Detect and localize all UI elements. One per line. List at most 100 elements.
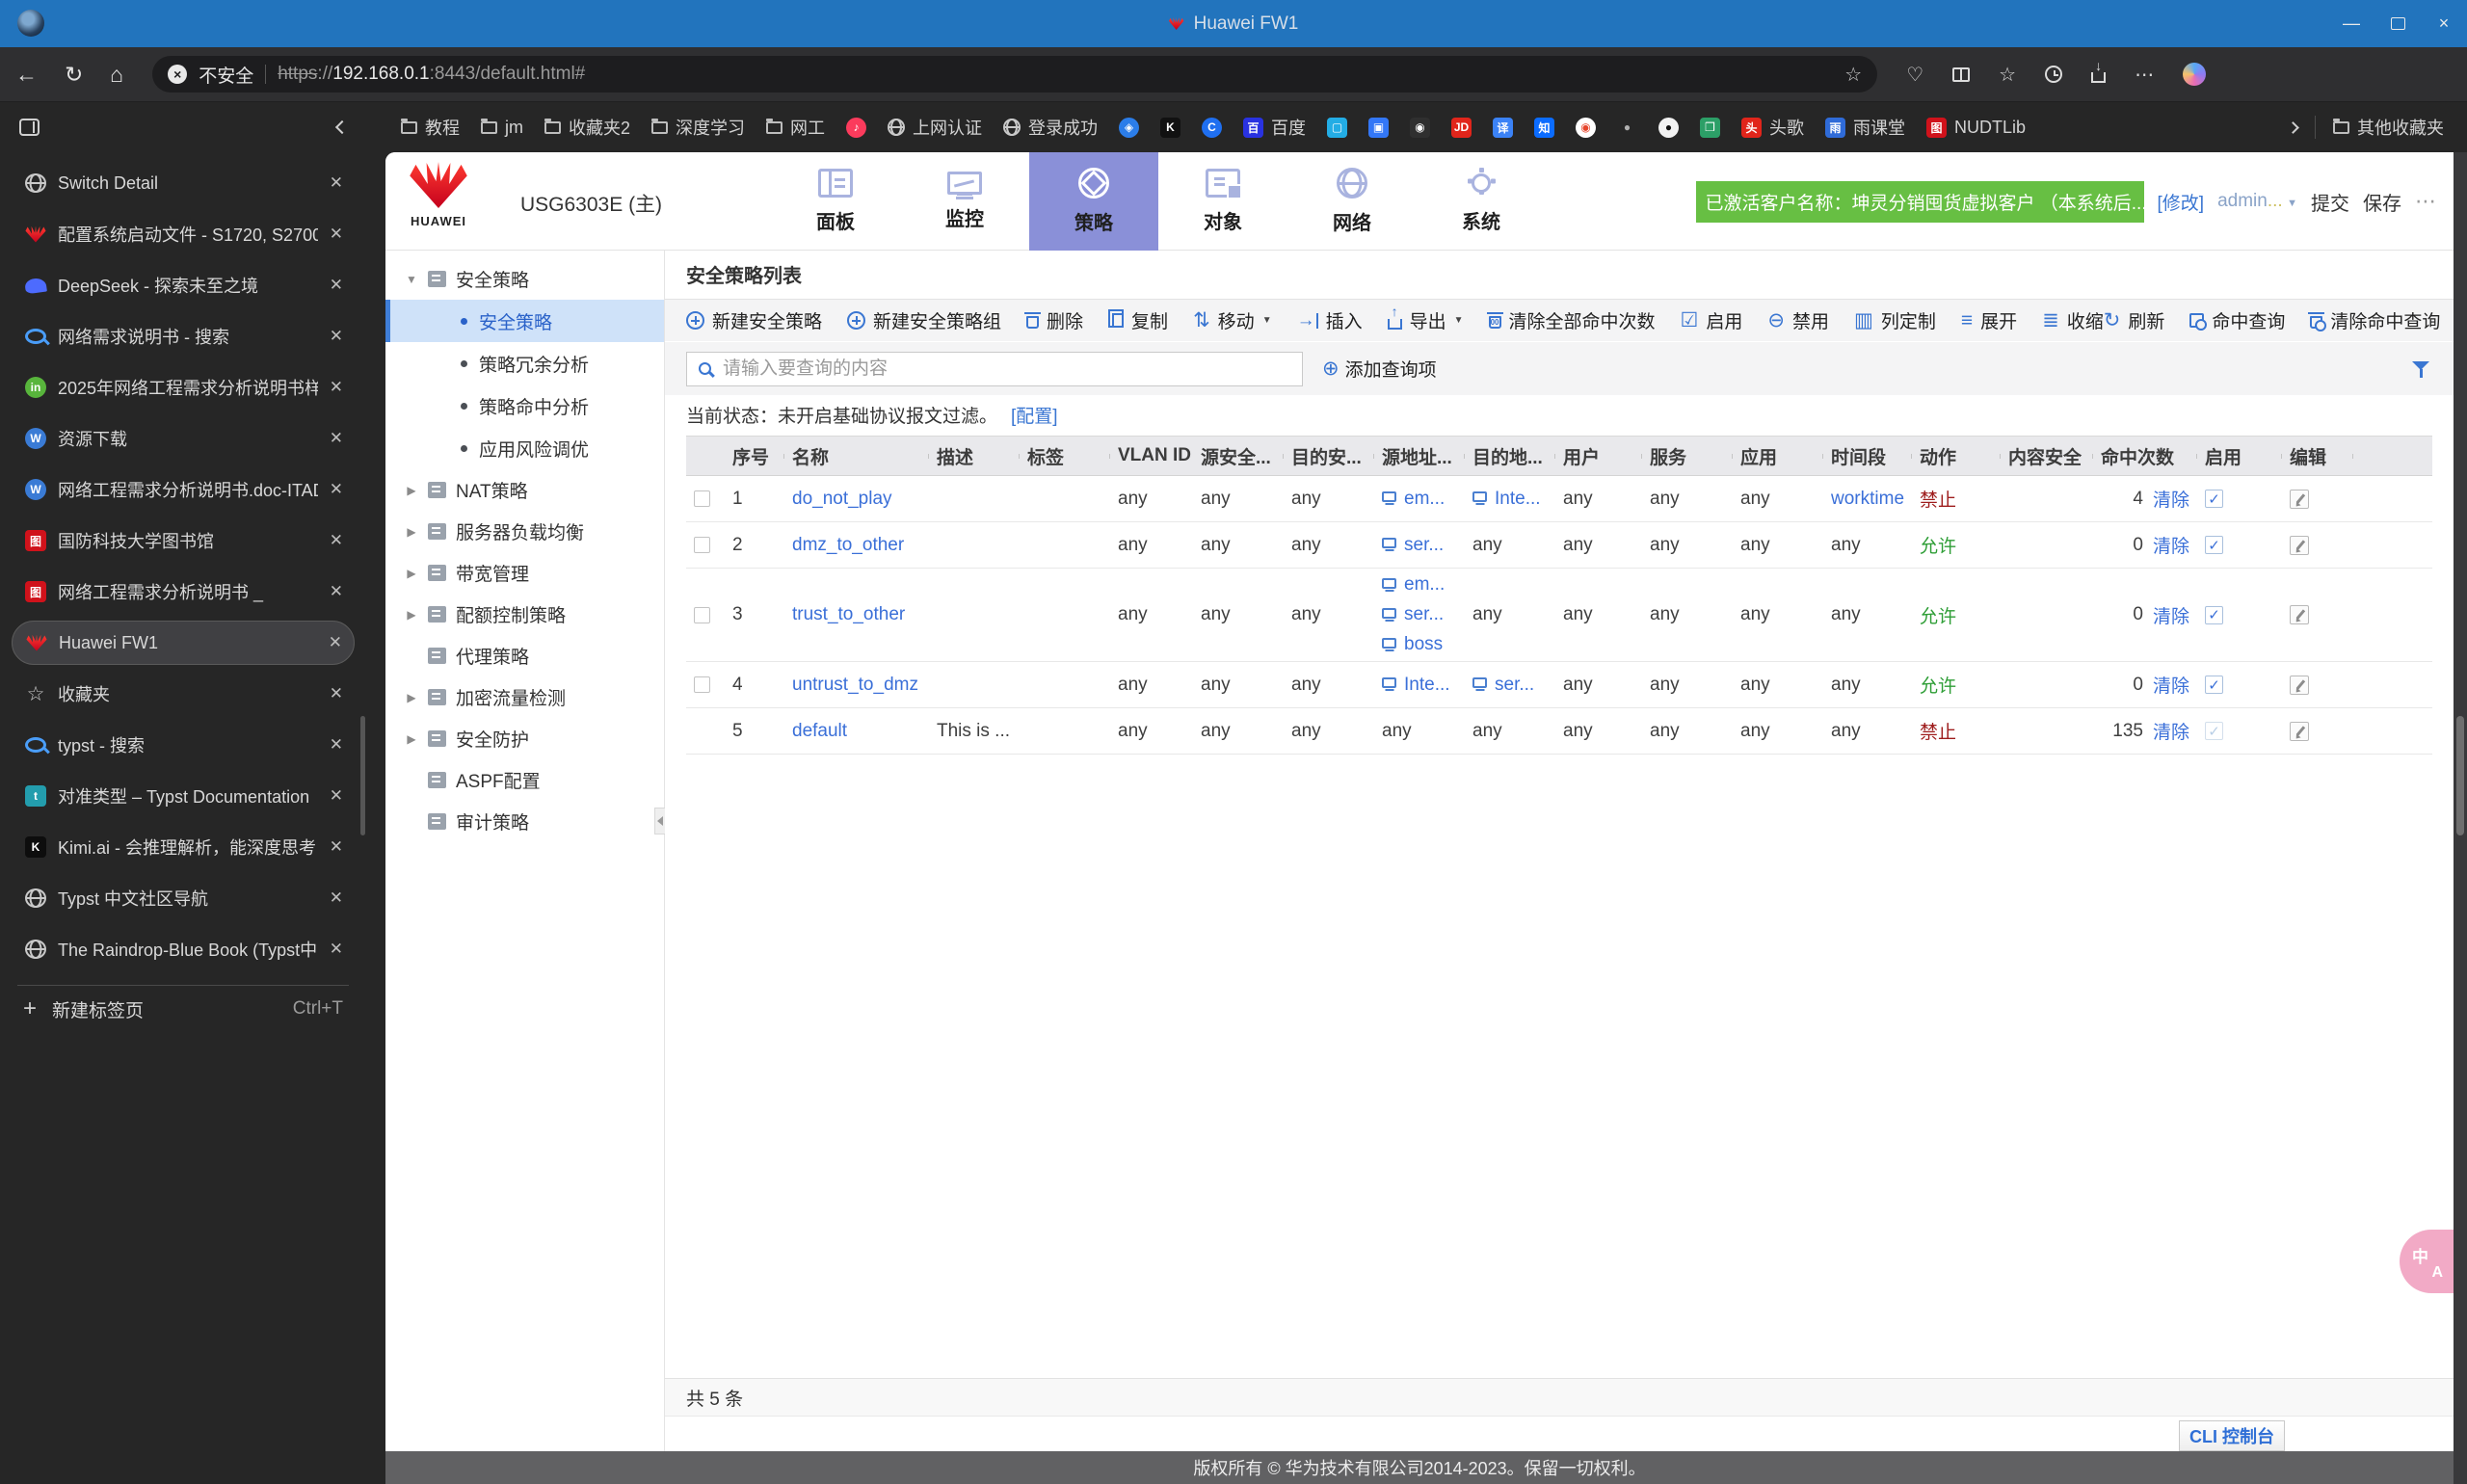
filter-funnel-icon[interactable] — [2411, 360, 2430, 378]
tab-close-icon[interactable]: ✕ — [329, 327, 343, 345]
tab-close-icon[interactable]: ✕ — [329, 531, 343, 549]
tree-item[interactable]: ▶ 带宽管理 — [385, 552, 664, 594]
bookmark-item[interactable]: 上网认证 — [888, 115, 982, 140]
app-nav-policy[interactable]: 策略 — [1029, 152, 1158, 251]
row-checkbox[interactable] — [694, 537, 710, 553]
address-object[interactable]: Inte... — [1382, 675, 1450, 696]
not-secure-icon[interactable]: × — [168, 65, 188, 84]
toolbar-button-disable[interactable]: ⊖ 禁用 — [1767, 307, 1829, 333]
address-object[interactable]: ser... — [1472, 675, 1534, 696]
split-screen-icon[interactable] — [1952, 66, 1971, 82]
address-object[interactable]: em... — [1382, 574, 1445, 596]
tab-close-icon[interactable]: ✕ — [329, 378, 343, 396]
tab-close-icon[interactable]: ✕ — [329, 582, 343, 600]
chevron-right-icon[interactable]: ▶ — [407, 731, 416, 746]
toolbar-button-insert[interactable]: 插入 — [1297, 307, 1363, 333]
tree-subitem-selected[interactable]: 安全策略 — [385, 300, 664, 342]
enable-checkbox[interactable]: ✓ — [2205, 676, 2223, 694]
policy-name-link[interactable]: untrust_to_dmz — [792, 674, 918, 695]
sidebar-scrollbar-thumb[interactable] — [360, 716, 365, 835]
address-object[interactable]: ser... — [1382, 604, 1445, 625]
bookmark-item[interactable]: ◈ — [1119, 117, 1140, 138]
browser-tab[interactable]: K Kimi.ai - 会推理解析，能深度思考 ✕ — [12, 825, 355, 869]
tab-close-icon[interactable]: ✕ — [329, 225, 343, 243]
toolbar-button-trash[interactable]: 删除 — [1024, 307, 1083, 333]
tree-item[interactable]: ▶ 配额控制策略 — [385, 594, 664, 635]
browser-tab[interactable]: 图国防科技大学图书馆 ✕ — [12, 518, 355, 563]
tab-close-icon[interactable]: ✕ — [329, 684, 343, 702]
browser-essentials-icon[interactable]: ♡ — [1906, 64, 1924, 86]
policy-name-link[interactable]: default — [792, 720, 848, 741]
bookmark-item[interactable]: 雨雨课堂 — [1825, 115, 1905, 140]
policy-name-link[interactable]: dmz_to_other — [792, 534, 905, 555]
copilot-icon[interactable] — [2183, 63, 2207, 86]
address-object[interactable]: ser... — [1382, 535, 1444, 556]
toolbar-button-export[interactable]: 导出 ▼ — [1387, 307, 1464, 333]
toolbar-button-expand[interactable]: ≡ 展开 — [1961, 307, 2017, 333]
app-nav-panel[interactable]: 面板 — [771, 152, 900, 251]
toolbar-button-clearhits[interactable]: 清除全部命中次数 — [1486, 307, 1656, 333]
bookmark-item[interactable]: 百百度 — [1243, 115, 1306, 140]
tree-item[interactable]: ▶ 服务器负载均衡 — [385, 511, 664, 552]
bookmark-item[interactable]: ● — [1617, 118, 1637, 138]
tree-item[interactable]: 代理策略 — [385, 635, 664, 676]
tree-item[interactable]: ASPF配置 — [385, 759, 664, 801]
tree-subitem[interactable]: 策略冗余分析 — [385, 342, 664, 384]
bookmark-item[interactable]: ▣ — [1368, 117, 1390, 138]
app-nav-object[interactable]: 对象 — [1158, 152, 1287, 251]
bookmark-item[interactable]: 头头歌 — [1741, 115, 1804, 140]
browser-tab[interactable]: W 资源下载 ✕ — [12, 416, 355, 461]
clear-hits-link[interactable]: 清除 — [2152, 723, 2189, 743]
tab-close-icon[interactable]: ✕ — [329, 173, 343, 192]
chevron-down-icon[interactable]: ▼ — [406, 272, 417, 286]
enable-checkbox[interactable]: ✓ — [2205, 490, 2223, 508]
schedule-link[interactable]: worktime — [1831, 488, 1905, 509]
header-more-icon[interactable]: ⋯ — [2415, 189, 2438, 213]
user-menu[interactable]: admin... ▼ — [2217, 191, 2297, 212]
browser-tab-active[interactable]: Huawei FW1 ✕ — [12, 621, 355, 665]
tab-close-icon[interactable]: ✕ — [329, 735, 343, 754]
browser-tab[interactable]: 配置系统启动文件 - S1720, S2700, ✕ — [12, 212, 355, 256]
browser-tab[interactable]: DeepSeek - 探索未至之境 ✕ — [12, 263, 355, 307]
browser-tab[interactable]: 图网络工程需求分析说明书 _ ✕ — [12, 570, 355, 614]
bookmarks-overflow-icon[interactable] — [2287, 120, 2299, 134]
tree-item[interactable]: ▶ 安全防护 — [385, 718, 664, 759]
tab-close-icon[interactable]: ✕ — [329, 480, 343, 498]
edit-icon[interactable] — [2290, 721, 2309, 741]
refresh-button[interactable]: ↻ — [65, 61, 84, 87]
browser-tab[interactable]: typst - 搜索 ✕ — [12, 723, 355, 767]
tree-item[interactable]: ▼ 安全策略 — [385, 258, 664, 300]
app-nav-monitor[interactable]: 监控 — [900, 152, 1029, 251]
chevron-right-icon[interactable]: ▶ — [407, 566, 416, 580]
row-checkbox[interactable] — [694, 490, 710, 507]
url-text[interactable]: https://192.168.0.1:8443/default.html# — [278, 64, 585, 85]
back-button[interactable]: ← — [15, 61, 38, 87]
enable-checkbox[interactable]: ✓ — [2205, 722, 2223, 740]
tab-close-icon[interactable]: ✕ — [329, 786, 343, 805]
app-nav-network[interactable]: 网络 — [1287, 152, 1417, 251]
bookmark-item[interactable]: 图 NUDTLib — [1926, 117, 2026, 138]
toolbar-button-refresh[interactable]: ↻ 刷新 — [2104, 307, 2165, 333]
tab-close-icon[interactable]: ✕ — [328, 633, 342, 651]
tree-item[interactable]: ▶ 加密流量检测 — [385, 676, 664, 718]
clear-hits-link[interactable]: 清除 — [2152, 490, 2189, 511]
chevron-right-icon[interactable]: ▶ — [407, 524, 416, 539]
address-object[interactable]: em... — [1382, 489, 1445, 510]
history-icon[interactable] — [2045, 66, 2063, 83]
collapse-pane-icon[interactable] — [334, 119, 350, 135]
edit-icon[interactable] — [2290, 605, 2309, 624]
tab-close-icon[interactable]: ✕ — [329, 276, 343, 294]
bookmark-item[interactable]: 网工 — [766, 115, 825, 140]
toolbar-button-shieldplus[interactable]: 新建安全策略 — [686, 307, 822, 333]
toolbar-button-shieldplus[interactable]: 新建安全策略组 — [847, 307, 1001, 333]
address-object[interactable]: Inte... — [1472, 489, 1541, 510]
minimize-button[interactable]: — — [2343, 13, 2360, 33]
chevron-right-icon[interactable]: ▶ — [407, 607, 416, 622]
policy-name-link[interactable]: trust_to_other — [792, 604, 906, 624]
browser-tab[interactable]: Switch Detail ✕ — [12, 161, 355, 205]
add-query-button[interactable]: ⊕ 添加查询项 — [1322, 356, 1437, 382]
browser-tab[interactable]: The Raindrop-Blue Book (Typst中 ✕ — [12, 927, 355, 971]
new-tab-button[interactable]: + 新建标签页 Ctrl+T — [23, 995, 343, 1022]
browser-tab[interactable]: 网络需求说明书 - 搜索 ✕ — [12, 314, 355, 358]
